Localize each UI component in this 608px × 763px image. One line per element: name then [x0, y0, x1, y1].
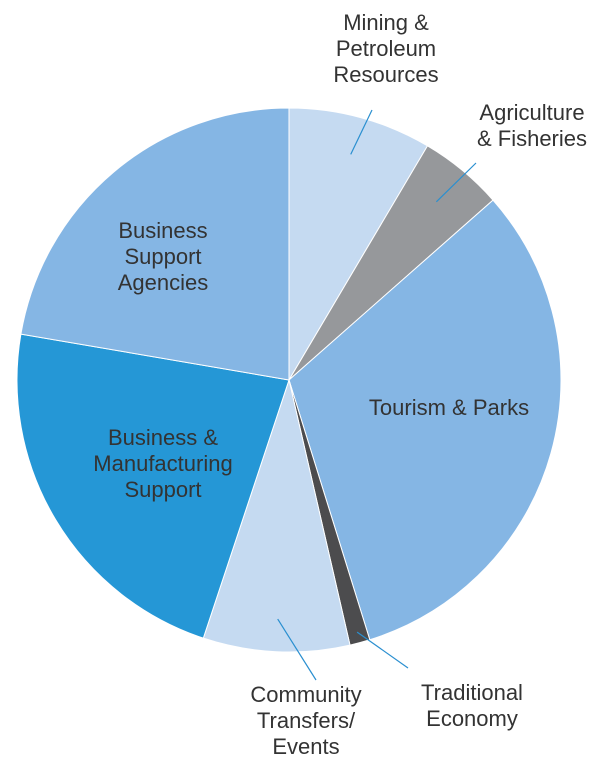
slice-label-line: Support [124, 477, 201, 502]
leader-line-agriculture-and-fisheries [435, 162, 477, 203]
slice-label-line: Community [250, 682, 361, 707]
slice-label-line: Traditional [421, 680, 523, 705]
slice-label-mining-and-petroleum-resources: Mining & Petroleum Resources [333, 10, 438, 87]
slice-labels: Mining & Petroleum Resources Agriculture & F… [93, 10, 587, 759]
slice-label-line: Events [272, 734, 339, 759]
slice-label-line: Business [118, 218, 207, 243]
slice-label-tourism-and-parks: Tourism & Parks [369, 395, 529, 420]
leader-lines [277, 109, 477, 681]
slice-label-line: Manufacturing [93, 451, 232, 476]
slice-label-business-and-manufacturing-support: Business & Manufacturing Support [93, 425, 232, 502]
slice-label-business-support-agencies: Business Support Agencies [118, 218, 209, 295]
slice-label-line: Agriculture [479, 100, 584, 125]
slice-label-line: Agencies [118, 270, 209, 295]
pie-slice-business-and-manufacturing-support [16, 333, 290, 639]
slice-label-line: & Fisheries [477, 126, 587, 151]
slice-label-line: Mining & [343, 10, 429, 35]
leader-line-mining-and-petroleum-resources [350, 109, 373, 155]
slice-label-line: Transfers/ [257, 708, 356, 733]
pie-slice-tourism-and-parks [288, 199, 562, 641]
leader-line-community-transfers-events [277, 618, 317, 681]
pie-slices [16, 107, 562, 653]
slice-label-line: Economy [426, 706, 518, 731]
slice-label-line: Petroleum [336, 36, 436, 61]
slice-label-community-transfers-events: Community Transfers/Events [250, 682, 361, 759]
leader-line-traditional-economy [356, 631, 409, 669]
slice-label-traditional-economy: Traditional Economy [421, 680, 523, 731]
slice-label-agriculture-and-fisheries: Agriculture & Fisheries [477, 100, 587, 151]
slice-label-line: Tourism & Parks [369, 395, 529, 420]
slice-label-line: Resources [333, 62, 438, 87]
pie-slice-business-support-agencies [20, 107, 290, 381]
pie-slice-mining-and-petroleum-resources [288, 107, 429, 382]
slice-label-line: Business & [108, 425, 218, 450]
slice-label-line: Support [124, 244, 201, 269]
pie-slice-community-transfers-events [202, 378, 351, 653]
